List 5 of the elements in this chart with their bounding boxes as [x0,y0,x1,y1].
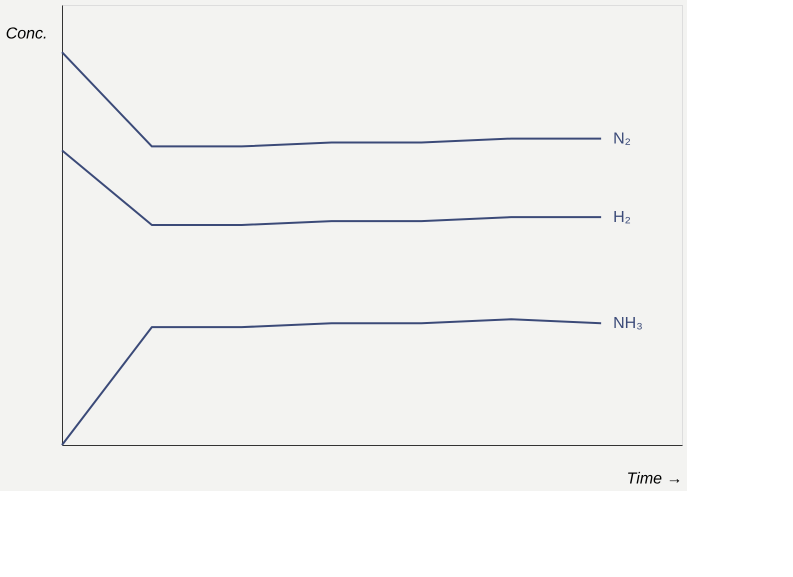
series-label: N₂ [613,130,631,148]
series-label: NH₃ [613,315,643,332]
y-axis-title: Conc. [6,26,48,42]
x-axis-title: Time → [626,470,682,488]
series-label: H₂ [613,209,631,226]
